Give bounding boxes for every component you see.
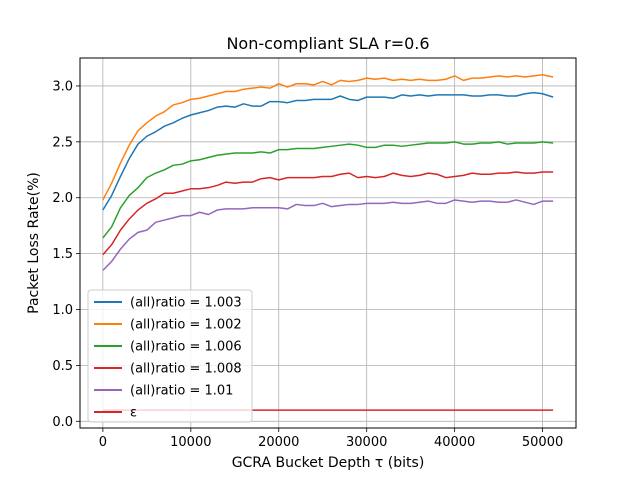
- legend-entry-label: (all)ratio = 1.002: [130, 318, 242, 333]
- series-line-2: [102, 74, 554, 201]
- y-tick-label: 0.0: [52, 415, 73, 430]
- plot-frame: [79, 57, 577, 429]
- x-tick-label: 20000: [258, 435, 299, 450]
- series-line-1: [102, 91, 554, 211]
- legend-entry-label: (all)ratio = 1.006: [130, 340, 242, 355]
- y-axis-label: Packet Loss Rate(%): [26, 172, 42, 314]
- y-tick-label: 2.5: [52, 135, 73, 150]
- legend-entry-label: (all)ratio = 1.01: [130, 384, 233, 399]
- x-tick-label: 50000: [522, 435, 563, 450]
- axis-ticks: 0 10000 20000 30000 40000 50000 0.0 0.5 1.0 1.5 2.…: [52, 79, 563, 450]
- legend-box: [87, 289, 253, 423]
- chart-title: Non-compliant SLA r=0.6: [226, 34, 429, 53]
- x-tick-label: 40000: [434, 435, 475, 450]
- y-tick-label: 3.0: [52, 79, 73, 94]
- x-tick-label: 30000: [346, 435, 387, 450]
- y-tick-label: 1.5: [52, 247, 73, 262]
- x-tick-label: 0: [99, 435, 107, 450]
- legend-entry-label: ε: [130, 406, 137, 421]
- x-tick-label: 10000: [170, 435, 211, 450]
- legend-entry-label: (all)ratio = 1.008: [130, 362, 242, 377]
- legend-entry-label: (all)ratio = 1.003: [130, 296, 242, 311]
- series-line-4: [102, 171, 554, 256]
- x-axis-label: GCRA Bucket Depth τ (bits): [232, 455, 425, 471]
- series-line-5: [102, 199, 554, 271]
- y-tick-label: 1.0: [52, 303, 73, 318]
- legend: (all)ratio = 1.003 (all)ratio = 1.002 (all…: [87, 289, 253, 423]
- y-tick-label: 0.5: [52, 359, 73, 374]
- series-line-3: [102, 141, 554, 239]
- y-tick-label: 2.0: [52, 191, 73, 206]
